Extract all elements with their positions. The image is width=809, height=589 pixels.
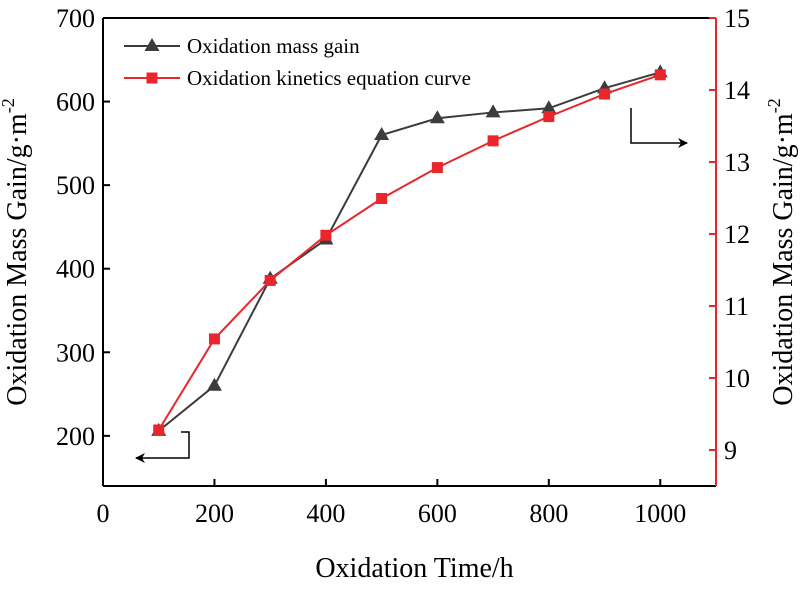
x-tick-label: 600 [418, 499, 457, 528]
data-point [487, 135, 499, 147]
x-tick-label: 200 [195, 499, 234, 528]
data-point [541, 100, 557, 114]
legend-marker [146, 72, 158, 84]
data-point [429, 110, 445, 124]
data-point [543, 111, 555, 123]
series-1 [151, 64, 668, 436]
right-axis-arrow [630, 108, 688, 148]
y-tick-label: 300 [56, 338, 95, 367]
data-point [376, 193, 388, 205]
x-tick-label: 0 [97, 499, 110, 528]
x-tick-label: 400 [306, 499, 345, 528]
y-tick-label: 700 [56, 4, 95, 33]
legend-label: Oxidation kinetics equation curve [187, 66, 471, 90]
data-point [654, 69, 666, 81]
data-point [153, 424, 165, 436]
y2-tick-label: 15 [724, 4, 750, 33]
legend-label: Oxidation mass gain [187, 34, 360, 58]
y-tick-label: 200 [56, 422, 95, 451]
y2-tick-label: 11 [724, 292, 749, 321]
y2-tick-label: 14 [724, 76, 750, 105]
y2-tick-label: 9 [724, 436, 737, 465]
series-line [158, 71, 661, 432]
data-point [208, 333, 220, 345]
series-2 [153, 69, 666, 436]
data-point [485, 104, 501, 118]
data-point [264, 274, 276, 286]
left-axis-arrow [135, 431, 190, 463]
y2-axis-title: Oxidation Mass Gain/g·m-2 [764, 98, 799, 405]
axes: 0 200 400 600 800 1000 200 300 400 500 600 700 9 10 11… [0, 4, 799, 584]
data-point [320, 229, 332, 241]
legend: Oxidation mass gain Oxidation kinetics eq… [124, 34, 471, 90]
y-tick-label: 400 [56, 255, 95, 284]
y-tick-label: 500 [56, 171, 95, 200]
data-point [431, 162, 443, 174]
series-layer [151, 64, 668, 436]
x-tick-label: 1000 [634, 499, 686, 528]
x-axis-title: Oxidation Time/h [315, 553, 513, 584]
data-point [206, 377, 222, 391]
annotations [135, 108, 688, 463]
legend-marker [144, 38, 160, 51]
x-tick-label: 800 [529, 499, 568, 528]
y-tick-label: 600 [56, 88, 95, 117]
data-point [374, 127, 390, 140]
y2-tick-label: 10 [724, 364, 750, 393]
y2-tick-label: 12 [724, 220, 750, 249]
y-axis-title: Oxidation Mass Gain/g·m-2 [0, 98, 33, 405]
series-line [157, 73, 661, 431]
data-point [599, 88, 611, 100]
y2-tick-label: 13 [724, 148, 750, 177]
